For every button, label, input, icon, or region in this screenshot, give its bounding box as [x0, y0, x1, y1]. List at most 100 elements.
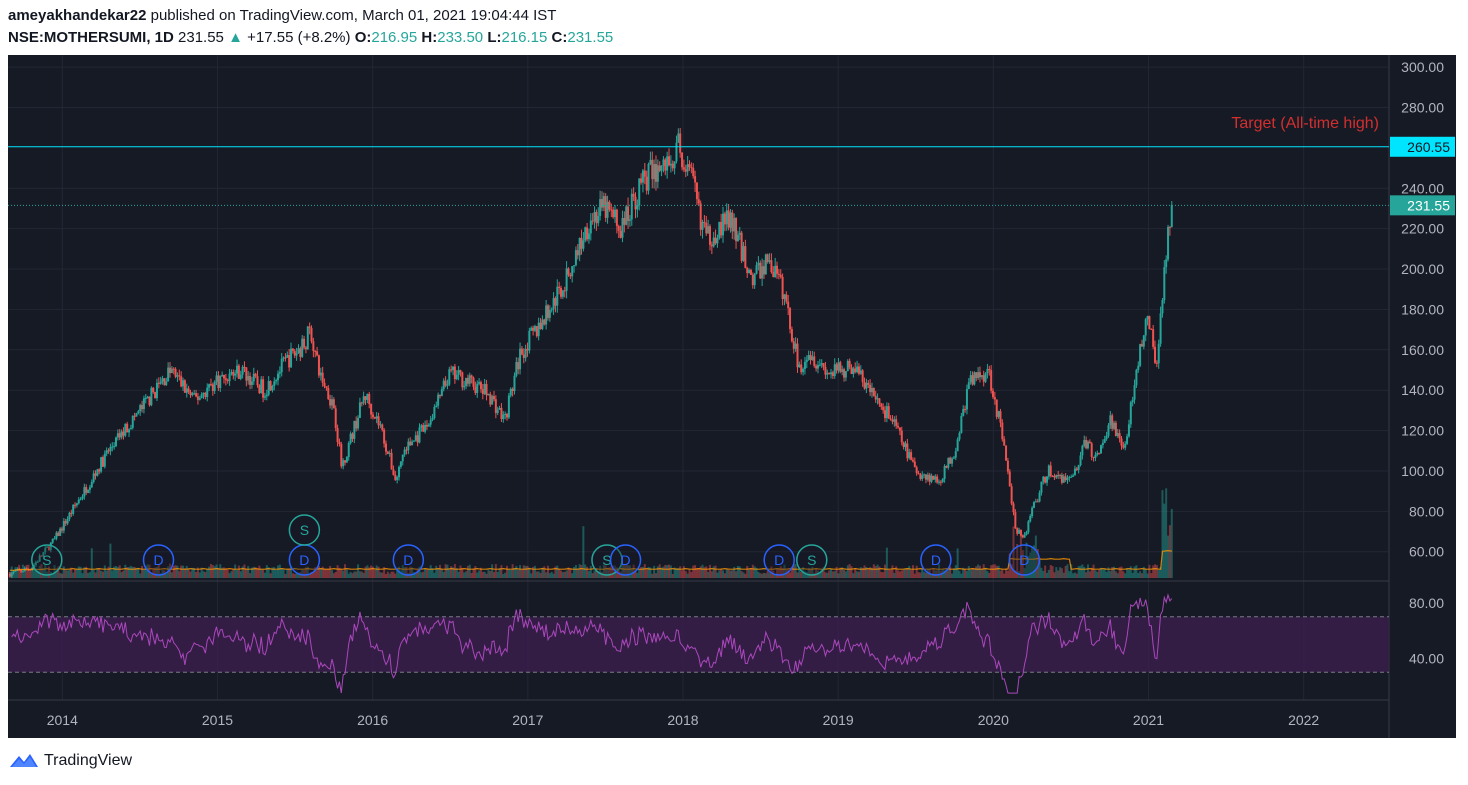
candle-body — [129, 427, 132, 430]
candle-body — [669, 163, 672, 166]
volume-bar — [234, 564, 237, 578]
dividend-marker-label: D — [931, 552, 941, 568]
candle-body — [1038, 492, 1041, 502]
price-chart[interactable]: Target (All-time high) S D DSD S D D S D D 300.0… — [8, 55, 1456, 738]
candle-body — [299, 348, 302, 357]
candle-body — [1055, 474, 1058, 478]
volume-bar — [457, 571, 460, 578]
volume-bar — [938, 564, 941, 578]
volume-bar — [524, 565, 527, 578]
candle-body — [167, 367, 170, 382]
candle-body — [902, 442, 905, 448]
candle-body — [1101, 442, 1104, 446]
volume-bar — [1129, 566, 1132, 578]
candle-body — [314, 350, 317, 352]
volume-bar — [870, 567, 873, 578]
candle-body — [546, 305, 549, 318]
volume-bar — [1148, 564, 1151, 578]
volume-bar — [208, 566, 211, 578]
candle-body — [1165, 259, 1168, 268]
volume-bar — [1044, 565, 1047, 578]
candle-body — [507, 395, 510, 418]
candle-body — [975, 372, 978, 379]
candle-body — [317, 355, 320, 376]
volume-bar — [761, 573, 764, 578]
candle-body — [565, 268, 568, 291]
candle-body — [442, 380, 445, 390]
candle-body — [388, 453, 391, 455]
volume-bar — [286, 568, 289, 578]
volume-bar — [1040, 567, 1043, 578]
candle-body — [176, 375, 179, 377]
candle-body — [988, 368, 991, 371]
candle-body — [332, 399, 335, 409]
candle-body — [47, 546, 50, 551]
volume-bar — [755, 567, 758, 578]
candle-body — [800, 364, 803, 373]
author-name[interactable]: ameyakhandekar22 — [8, 7, 147, 24]
dividend-marker — [609, 544, 642, 576]
candle-body — [243, 366, 246, 368]
candle-body — [703, 221, 706, 223]
volume-bar — [597, 572, 600, 578]
candle-body — [33, 564, 36, 568]
volume-bar — [321, 566, 324, 578]
candle-body — [1146, 316, 1149, 320]
volume-bar — [195, 571, 198, 578]
candle-body — [802, 368, 805, 373]
candle-body — [479, 382, 482, 390]
candle-body — [792, 341, 795, 349]
candle-body — [334, 408, 337, 428]
candle-body — [956, 439, 959, 452]
candle-body — [928, 474, 931, 482]
volume-bar — [293, 573, 296, 578]
volume-bar — [334, 571, 337, 578]
candle-body — [813, 356, 816, 366]
volume-bar — [371, 566, 374, 578]
candle-body — [418, 427, 421, 443]
dividend-marker-label: D — [403, 552, 413, 568]
volume-bar — [969, 569, 972, 578]
volume-bar — [882, 572, 885, 578]
candle-body — [1083, 440, 1086, 446]
candle-body — [347, 443, 350, 457]
candle-body — [109, 446, 112, 452]
candle-body — [286, 355, 289, 358]
volume-bar — [325, 569, 328, 578]
tradingview-brand[interactable]: TradingView — [44, 752, 133, 769]
candle-body — [753, 273, 756, 286]
volume-bar — [990, 565, 993, 578]
volume-ma-line — [9, 549, 1172, 571]
candle-body — [841, 369, 844, 372]
volume-bar — [682, 566, 685, 578]
volume-bar — [245, 569, 248, 578]
volume-bar — [474, 566, 477, 578]
volume-bar — [1103, 568, 1106, 578]
candle-body — [195, 393, 198, 397]
volume-bar — [1072, 573, 1075, 578]
volume-bar — [686, 573, 689, 578]
candle-body — [252, 373, 255, 382]
volume-bar — [237, 565, 240, 578]
volume-bar — [515, 566, 518, 578]
candle-body — [995, 399, 998, 417]
volume-bar — [465, 571, 468, 578]
candle-body — [1025, 532, 1028, 535]
volume-bar — [1027, 555, 1030, 578]
volume-bar — [872, 564, 875, 578]
candle-body — [483, 383, 486, 394]
candle-body — [256, 376, 259, 386]
candle-body — [150, 387, 153, 406]
dividend-marker — [920, 544, 952, 576]
volume-bar — [174, 565, 177, 578]
candle-body — [1157, 343, 1160, 364]
volume-bar — [876, 564, 879, 578]
candle-body — [768, 260, 771, 262]
candle-body — [282, 357, 285, 359]
volume-bar — [236, 569, 239, 578]
candle-body — [232, 371, 235, 376]
volume-bar — [658, 564, 661, 578]
volume-bar — [47, 566, 50, 578]
dividend-marker — [142, 544, 175, 576]
